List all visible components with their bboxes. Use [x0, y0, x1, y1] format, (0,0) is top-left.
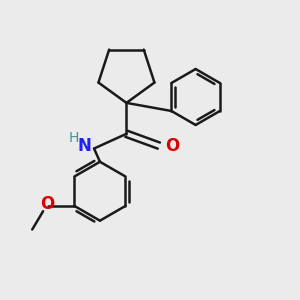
Text: H: H — [69, 131, 79, 145]
Text: O: O — [40, 195, 54, 213]
Text: N: N — [77, 137, 91, 155]
Text: O: O — [165, 136, 180, 154]
